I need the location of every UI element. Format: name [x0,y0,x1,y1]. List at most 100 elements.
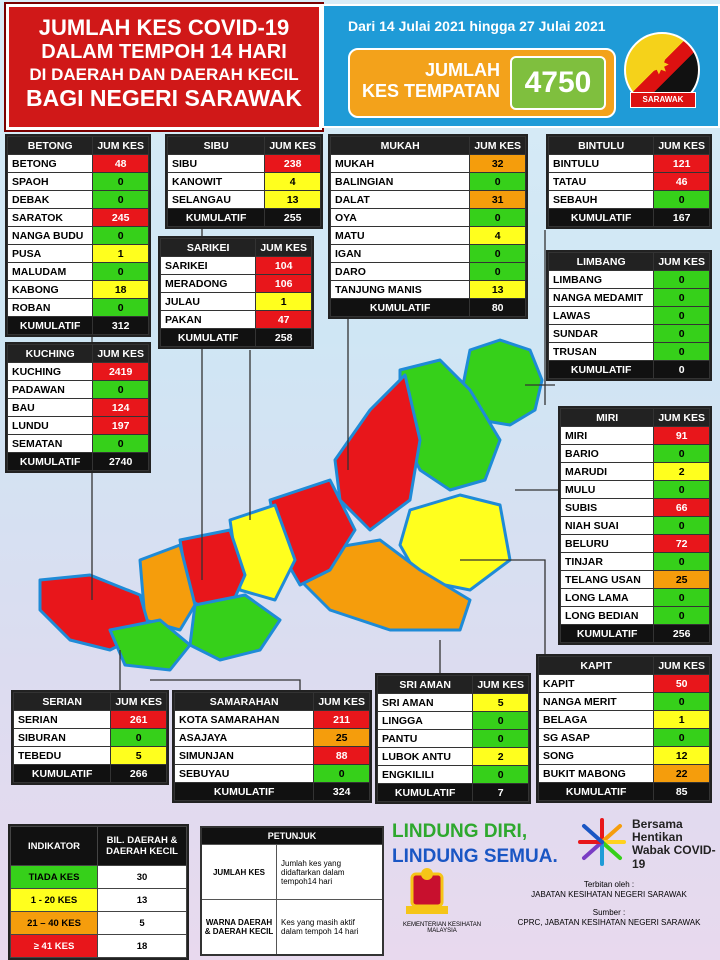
table-row: SG ASAP 0 [537,728,710,747]
legend-row: TIADA KES 30 [10,865,187,889]
table-row: NANGA BUDU 0 [6,226,149,245]
district-cases: 0 [469,244,526,263]
district-name: BETONG [6,154,94,173]
column-header: JUM KES [110,692,167,711]
table-row: MATU 4 [329,226,526,245]
district-name: ROBAN [6,298,94,317]
main-title-banner: JUMLAH KES COVID-19 DALAM TEMPOH 14 HARI… [6,4,322,130]
division-name: KUCHING [6,344,94,363]
total-label: KUMULATIF [559,624,655,643]
total-label: KUMULATIF [547,360,655,379]
district-name: SIMUNJAN [173,746,315,765]
district-cases: 0 [92,298,149,317]
total-row: KUMULATIF 167 [547,208,710,227]
total-cases-pill: JUMLAH KES TEMPATAN 4750 [348,48,616,118]
district-cases: 25 [313,728,370,747]
table-row: ENGKILILI 0 [376,765,529,784]
campaign-logo: Bersama Hentikan Wabak COVID-19 [576,816,716,873]
slogan-line-1: LINDUNG DIRI, [392,821,528,842]
district-name: MUKAH [329,154,471,173]
credit-line-2: JABATAN KESIHATAN NEGERI SARAWAK [531,890,687,899]
table-row: LONG LAMA 0 [559,588,710,607]
district-cases: 0 [653,606,710,625]
district-name: KAPIT [537,674,655,693]
district-name: NANGA MERIT [537,692,655,711]
ministry-label: KEMENTERIAN KESIHATAN MALAYSIA [402,922,482,934]
table-row: KANOWIT 4 [166,172,321,191]
division-name: SERIAN [12,692,112,711]
table-betong: BETONG JUM KES BETONG 48 SPAOH 0 DEBAK 0 SARATOK… [6,136,149,335]
table-row: SEBUYAU 0 [173,764,370,783]
slogan-line-2: LINDUNG SEMUA. [392,845,558,867]
division-name: LIMBANG [547,252,655,271]
table-row: SUNDAR 0 [547,324,710,343]
district-cases: 0 [653,692,710,711]
district-cases: 32 [469,154,526,173]
credit-block: Terbitan oleh : JABATAN KESIHATAN NEGERI… [500,880,718,928]
district-name: SEMATAN [6,434,94,453]
total-value: 258 [255,328,312,347]
table-row: MERADONG 106 [159,274,312,293]
total-value: 0 [653,360,710,379]
district-name: SARIKEI [159,256,257,275]
district-cases: 48 [92,154,149,173]
district-name: MALUDAM [6,262,94,281]
district-cases: 66 [653,498,710,517]
district-cases: 13 [264,190,321,209]
district-cases: 1 [653,710,710,729]
indicator-legend: INDIKATOR BIL. DAERAH & DAERAH KECIL TIA… [10,826,187,958]
table-row: TELANG USAN 25 [559,570,710,589]
table-row: BELURU 72 [559,534,710,553]
legend-range: ≥ 41 KES [10,934,98,958]
district-name: TANJUNG MANIS [329,280,471,299]
total-row: KUMULATIF 0 [547,360,710,379]
column-header: JUM KES [469,136,526,155]
district-cases: 4 [264,172,321,191]
division-name: KAPIT [537,656,655,675]
district-name: MARUDI [559,462,655,481]
credit-line-4: CPRC, JABATAN KESIHATAN NEGERI SARAWAK [517,918,701,927]
district-cases: 0 [472,765,529,784]
district-name: BELURU [559,534,655,553]
column-header: JUM KES [653,656,710,675]
district-name: DALAT [329,190,471,209]
petunjuk-key-total: JUMLAH KES [202,845,277,899]
total-value: 167 [653,208,710,227]
table-row: SPAOH 0 [6,172,149,191]
table-row: BELAGA 1 [537,710,710,729]
slogan: LINDUNG DIRI, LINDUNG SEMUA. [392,820,558,869]
district-cases: 197 [92,416,149,435]
legend-row: 21 – 40 KES 5 [10,911,187,935]
table-row: MARUDI 2 [559,462,710,481]
division-name: SAMARAHAN [173,692,315,711]
division-name: SRI AMAN [376,675,474,694]
district-cases: 245 [92,208,149,227]
table-row: TATAU 46 [547,172,710,191]
district-cases: 50 [653,674,710,693]
district-name: SUBIS [559,498,655,517]
table-row: SARIKEI 104 [159,256,312,275]
district-name: SEBUYAU [173,764,315,783]
district-name: LUBOK ANTU [376,747,474,766]
district-name: LAWAS [547,306,655,325]
map-region-sriaman [188,593,282,662]
table-row: SIMUNJAN 88 [173,746,370,765]
district-cases: 2419 [92,362,149,381]
district-name: PUSA [6,244,94,263]
table-row: LUBOK ANTU 2 [376,747,529,766]
district-name: SG ASAP [537,728,655,747]
table-row: IGAN 0 [329,244,526,263]
district-cases: 0 [653,306,710,325]
district-cases: 91 [653,426,710,445]
total-label: KUMULATIF [12,764,112,783]
total-row: KUMULATIF 85 [537,782,710,801]
district-cases: 211 [313,710,370,729]
table-row: SIBU 238 [166,154,321,173]
district-cases: 0 [472,711,529,730]
district-name: DARO [329,262,471,281]
table-sibu: SIBU JUM KES SIBU 238 KANOWIT 4 SELANGAU 13 KUMU… [166,136,321,227]
total-value: 256 [653,624,710,643]
petunjuk-desc-total: Jumlah kes yang didaftarkan dalam tempoh… [281,858,345,886]
district-cases: 124 [92,398,149,417]
table-row: TINJAR 0 [559,552,710,571]
